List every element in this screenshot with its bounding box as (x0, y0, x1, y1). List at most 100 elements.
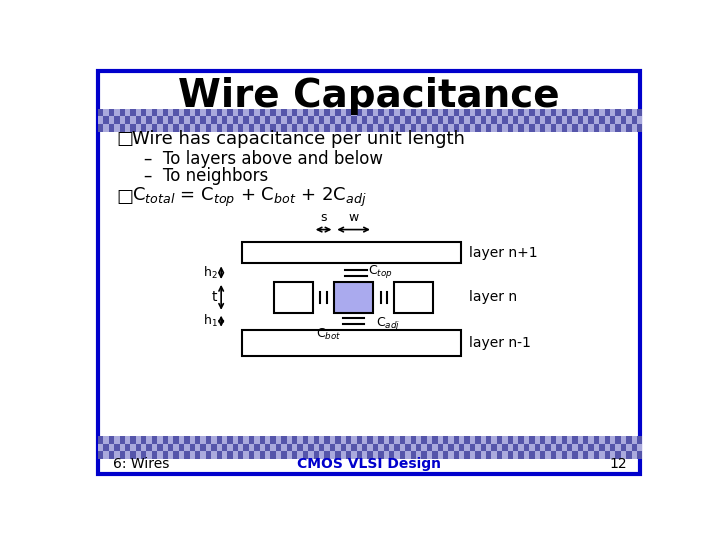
Bar (152, 117, 157, 124)
Bar (104, 436, 109, 444)
Bar (324, 124, 330, 132)
Bar (438, 444, 443, 451)
Bar (389, 117, 395, 124)
Bar (384, 124, 389, 132)
Bar (556, 451, 562, 459)
Bar (443, 444, 449, 451)
Bar (572, 124, 577, 132)
Bar (346, 124, 351, 132)
Bar (518, 444, 523, 451)
Bar (427, 444, 432, 451)
Bar (351, 444, 356, 451)
Bar (481, 436, 486, 444)
Bar (443, 451, 449, 459)
Bar (384, 436, 389, 444)
Bar (378, 451, 384, 459)
Bar (303, 117, 308, 124)
Bar (98, 436, 104, 444)
Bar (432, 451, 438, 459)
Bar (114, 444, 120, 451)
Bar (206, 436, 211, 444)
Bar (330, 109, 335, 117)
Bar (146, 109, 152, 117)
Bar (200, 436, 206, 444)
Bar (206, 444, 211, 451)
Bar (157, 444, 163, 451)
Bar (330, 444, 335, 451)
Bar (297, 109, 303, 117)
Text: t: t (212, 291, 217, 305)
Bar (297, 117, 303, 124)
Bar (125, 436, 130, 444)
Bar (572, 451, 577, 459)
Bar (287, 451, 292, 459)
Bar (152, 436, 157, 444)
Bar (292, 109, 297, 117)
Bar (146, 117, 152, 124)
Bar (200, 124, 206, 132)
Bar (443, 117, 449, 124)
Bar (373, 117, 378, 124)
Bar (427, 124, 432, 132)
Bar (152, 124, 157, 132)
Bar (454, 451, 459, 459)
Bar (157, 117, 163, 124)
Bar (583, 124, 588, 132)
Bar (335, 117, 341, 124)
Bar (432, 117, 438, 124)
Bar (351, 124, 356, 132)
Bar (395, 451, 400, 459)
Bar (319, 436, 324, 444)
Bar (508, 109, 513, 117)
Bar (562, 436, 567, 444)
Bar (475, 451, 481, 459)
Bar (432, 436, 438, 444)
Bar (395, 282, 433, 313)
Bar (174, 109, 179, 117)
Bar (545, 109, 551, 117)
Bar (125, 124, 130, 132)
Bar (146, 444, 152, 451)
Bar (367, 124, 373, 132)
Bar (125, 451, 130, 459)
Bar (287, 444, 292, 451)
Bar (513, 117, 518, 124)
Bar (486, 436, 492, 444)
Bar (206, 109, 211, 117)
Bar (260, 124, 265, 132)
Bar (384, 451, 389, 459)
Bar (297, 124, 303, 132)
Bar (217, 451, 222, 459)
Bar (249, 124, 254, 132)
Bar (163, 109, 168, 117)
Bar (282, 117, 287, 124)
Bar (341, 451, 346, 459)
Bar (459, 451, 464, 459)
Bar (626, 444, 631, 451)
Bar (459, 109, 464, 117)
Bar (189, 117, 195, 124)
Bar (141, 451, 146, 459)
Bar (389, 444, 395, 451)
Bar (523, 451, 529, 459)
Bar (130, 124, 135, 132)
Bar (621, 444, 626, 451)
Bar (616, 117, 621, 124)
Bar (616, 451, 621, 459)
Bar (599, 124, 605, 132)
Bar (168, 451, 174, 459)
Bar (120, 444, 125, 451)
Bar (184, 124, 189, 132)
Bar (508, 444, 513, 451)
Bar (233, 444, 238, 451)
Bar (481, 109, 486, 117)
Bar (141, 444, 146, 451)
Bar (631, 124, 637, 132)
Bar (146, 451, 152, 459)
Bar (459, 117, 464, 124)
Bar (416, 109, 421, 117)
Bar (130, 117, 135, 124)
Bar (637, 436, 642, 444)
Bar (416, 444, 421, 451)
Bar (200, 451, 206, 459)
